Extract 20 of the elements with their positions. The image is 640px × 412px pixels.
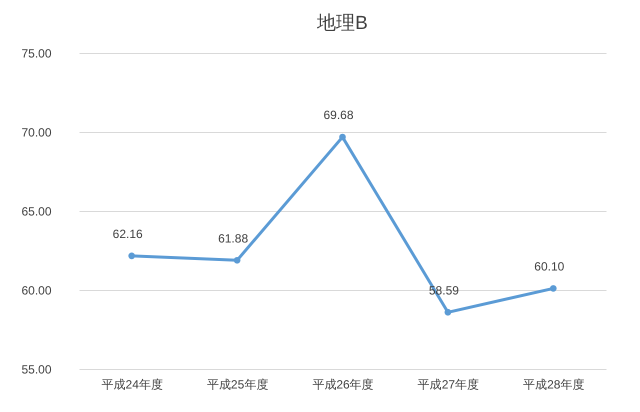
y-tick-label: 55.00 [21, 362, 52, 376]
x-tick-label: 平成28年度 [523, 378, 584, 392]
data-label: 69.68 [323, 108, 354, 122]
point [444, 308, 452, 316]
y-tick-label: 60.00 [21, 284, 52, 298]
x-tick-label: 平成27年度 [418, 378, 480, 392]
y-tick-label: 75.00 [21, 46, 52, 60]
point [550, 285, 557, 292]
data-label: 62.16 [112, 226, 144, 241]
point [128, 252, 136, 260]
x-tick-label: 平成26年度 [312, 378, 374, 392]
y-tick-label: 70.00 [21, 126, 52, 140]
data-label: 60.10 [534, 259, 565, 274]
x-tick-label: 平成24年度 [102, 378, 163, 392]
x-tick-label: 平成25年度 [206, 378, 268, 392]
y-tick-label: 65.00 [21, 204, 52, 218]
point [234, 256, 240, 264]
chart-title: 地理B [316, 13, 368, 34]
data-label: 61.88 [218, 231, 248, 246]
point [339, 134, 346, 140]
